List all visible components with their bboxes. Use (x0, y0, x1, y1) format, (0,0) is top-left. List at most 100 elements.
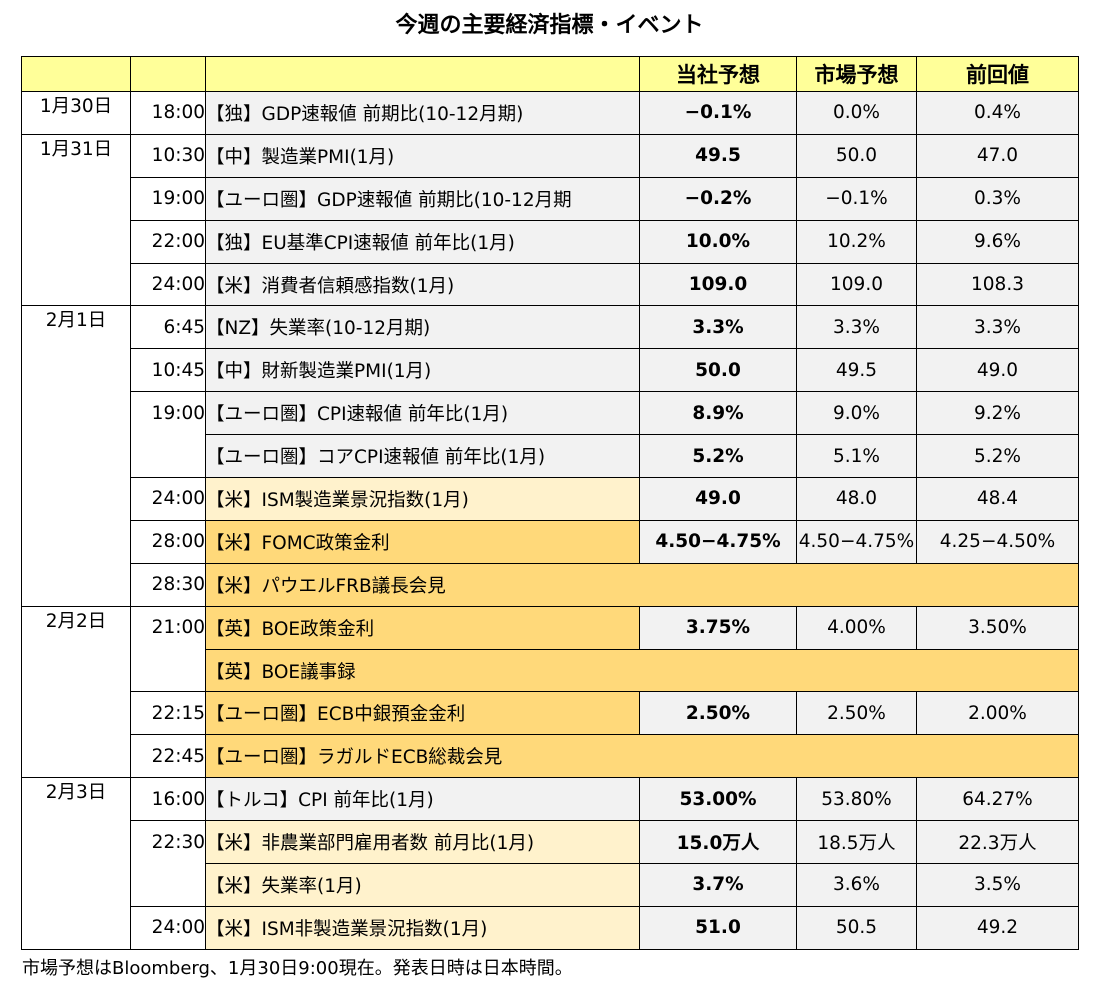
prev-cell: 0.4% (916, 91, 1079, 135)
ours-cell (639, 734, 797, 779)
table-row: 22:45 【ユーロ圏】ラガルドECB総裁会見 (21, 734, 1079, 779)
header-market: 市場予想 (796, 56, 917, 92)
market-cell: 18.5万人 (796, 820, 917, 865)
prev-cell: 9.2% (916, 391, 1079, 436)
time-cell: 24:00 (130, 477, 206, 521)
date-cell: 2月1日 (21, 305, 131, 349)
prev-cell (916, 648, 1079, 693)
header-event (205, 56, 640, 92)
event-cell: 【米】非農業部門雇用者数 前月比(1月) (205, 820, 640, 865)
time-cell: 19:00 (130, 176, 206, 221)
date-cell (21, 477, 131, 521)
prev-cell: 48.4 (916, 477, 1079, 521)
event-cell: 【ユーロ圏】GDP速報値 前期比(10-12月期 (205, 176, 640, 221)
date-cell: 2月3日 (21, 777, 131, 821)
date-cell (21, 906, 131, 950)
event-cell: 【中】製造業PMI(1月) (205, 133, 640, 178)
time-cell: 21:00 (130, 605, 206, 650)
ours-cell: 10.0% (639, 219, 797, 264)
market-cell (796, 734, 917, 779)
time-cell: 24:00 (130, 905, 206, 950)
date-cell (21, 520, 131, 564)
ours-cell: 49.5 (639, 133, 797, 178)
header-ours: 当社予想 (639, 56, 797, 92)
event-cell: 【独】EU基準CPI速報値 前年比(1月) (205, 219, 640, 264)
ours-cell: 5.2% (639, 434, 797, 479)
date-cell (21, 820, 131, 864)
table-row: 10:45 【中】財新製造業PMI(1月) 50.0 49.5 49.0 (21, 348, 1079, 393)
table-row: 28:00 【米】FOMC政策金利 4.50−4.75% 4.50−4.75% … (21, 519, 1079, 564)
market-cell: 50.5 (796, 905, 917, 950)
event-cell: 【米】ISM製造業景況指数(1月) (205, 477, 640, 521)
event-cell: 【米】ISM非製造業景況指数(1月) (205, 905, 640, 950)
market-cell (796, 648, 917, 693)
time-cell: 22:30 (130, 820, 206, 864)
time-cell (130, 649, 206, 693)
date-cell (21, 649, 131, 692)
prev-cell: 0.3% (916, 176, 1079, 221)
ours-cell: 15.0万人 (639, 820, 797, 865)
ours-cell: 4.50−4.75% (639, 519, 797, 564)
ours-cell (639, 562, 797, 607)
prev-cell: 3.50% (916, 605, 1079, 650)
table-row: 19:00 【ユーロ圏】CPI速報値 前年比(1月) 8.9% 9.0% 9.2… (21, 391, 1079, 436)
event-cell: 【英】BOE政策金利 (205, 605, 640, 650)
time-cell (130, 863, 206, 907)
date-cell (21, 691, 131, 735)
prev-cell: 64.27% (916, 777, 1079, 822)
prev-cell: 2.00% (916, 691, 1079, 736)
prev-cell: 47.0 (916, 133, 1079, 178)
ours-cell: 3.7% (639, 863, 797, 907)
date-cell (21, 263, 131, 307)
time-cell (130, 434, 206, 479)
date-cell: 1月31日 (21, 133, 131, 178)
event-cell: 【米】消費者信頼感指数(1月) (205, 262, 640, 307)
event-cell: 【中】財新製造業PMI(1月) (205, 348, 640, 393)
table-row: 【ユーロ圏】コアCPI速報値 前年比(1月) 5.2% 5.1% 5.2% (21, 434, 1079, 479)
event-cell: 【ユーロ圏】CPI速報値 前年比(1月) (205, 391, 640, 436)
time-cell: 16:00 (130, 777, 206, 822)
page-title: 今週の主要経済指標・イベント (395, 13, 704, 38)
prev-cell: 49.0 (916, 348, 1079, 393)
date-cell (21, 220, 131, 264)
event-cell: 【独】GDP速報値 前期比(10-12月期) (205, 91, 640, 135)
time-cell: 10:30 (130, 133, 206, 178)
time-cell: 22:15 (130, 691, 206, 736)
ours-cell: 109.0 (639, 262, 797, 307)
header-prev: 前回値 (916, 56, 1079, 92)
prev-cell: 3.3% (916, 305, 1079, 350)
time-cell: 22:45 (130, 734, 206, 779)
table-row: 2月3日 16:00 【トルコ】CPI 前年比(1月) 53.00% 53.80… (21, 777, 1079, 822)
date-cell (21, 734, 131, 779)
market-cell: −0.1% (796, 176, 917, 221)
ours-cell: 51.0 (639, 905, 797, 950)
event-cell: 【ユーロ圏】ラガルドECB総裁会見 (205, 734, 640, 779)
table-row: 1月31日 10:30 【中】製造業PMI(1月) 49.5 50.0 47.0 (21, 133, 1079, 178)
market-cell: 53.80% (796, 777, 917, 822)
date-cell (21, 434, 131, 478)
prev-cell: 3.5% (916, 863, 1079, 907)
ours-cell: 53.00% (639, 777, 797, 822)
event-cell: 【ユーロ圏】コアCPI速報値 前年比(1月) (205, 434, 640, 479)
time-cell: 19:00 (130, 391, 206, 435)
time-cell: 28:00 (130, 519, 206, 564)
market-cell: 49.5 (796, 348, 917, 393)
table-row: 19:00 【ユーロ圏】GDP速報値 前期比(10-12月期 −0.2% −0.… (21, 176, 1079, 221)
date-cell (21, 563, 131, 607)
time-cell: 10:45 (130, 348, 206, 393)
market-cell: 9.0% (796, 391, 917, 436)
market-cell: 4.00% (796, 605, 917, 650)
date-cell: 1月30日 (21, 91, 131, 135)
date-cell (21, 348, 131, 392)
table-row: 【米】失業率(1月) 3.7% 3.6% 3.5% (21, 863, 1079, 907)
ours-cell: 49.0 (639, 477, 797, 521)
header-time (130, 56, 206, 92)
ours-cell: 2.50% (639, 691, 797, 736)
time-cell: 24:00 (130, 262, 206, 307)
event-cell: 【NZ】失業率(10-12月期) (205, 305, 640, 350)
prev-cell: 9.6% (916, 219, 1079, 264)
ours-cell: 3.75% (639, 605, 797, 650)
ours-cell: −0.1% (639, 91, 797, 135)
prev-cell: 5.2% (916, 434, 1079, 479)
header-row: 当社予想 市場予想 前回値 (21, 56, 1079, 92)
